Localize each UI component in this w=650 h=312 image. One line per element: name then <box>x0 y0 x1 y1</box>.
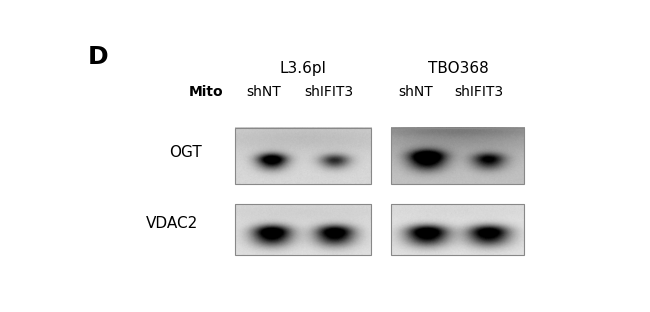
Text: OGT: OGT <box>170 145 202 160</box>
Text: D: D <box>87 45 108 69</box>
Text: VDAC2: VDAC2 <box>146 216 198 231</box>
Text: L3.6pl: L3.6pl <box>280 61 326 76</box>
Text: Mito: Mito <box>189 85 224 100</box>
Bar <box>235 128 371 184</box>
Bar <box>235 204 371 255</box>
Bar <box>391 128 524 184</box>
Text: shNT: shNT <box>398 85 433 100</box>
Bar <box>391 204 524 255</box>
Text: shIFIT3: shIFIT3 <box>454 85 504 100</box>
Text: TBO368: TBO368 <box>428 61 488 76</box>
Text: shIFIT3: shIFIT3 <box>305 85 354 100</box>
Text: shNT: shNT <box>247 85 281 100</box>
